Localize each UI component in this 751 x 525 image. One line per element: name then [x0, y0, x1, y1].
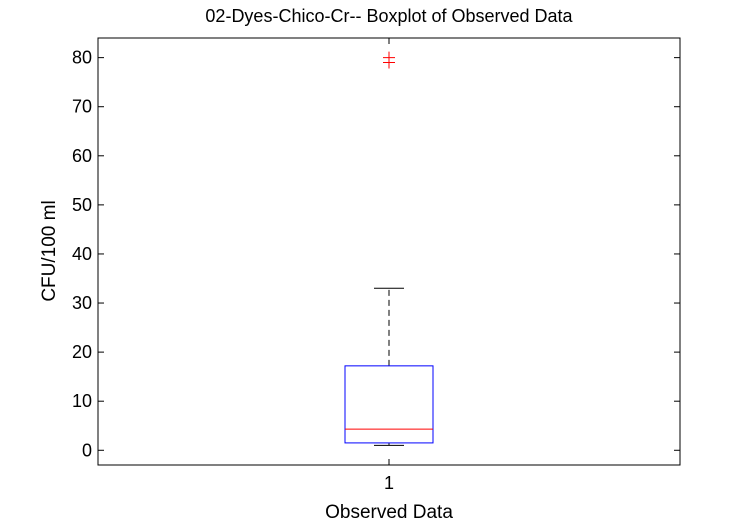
- axes-frame: [97, 37, 681, 466]
- y-tick-label: 50: [72, 195, 92, 215]
- x-axis-label: Observed Data: [325, 502, 453, 523]
- y-tick-label: 0: [82, 440, 92, 460]
- y-tick-label: 60: [72, 146, 92, 166]
- y-tick-label: 30: [72, 293, 92, 313]
- y-axis-label: CFU/100 ml: [39, 200, 60, 301]
- y-tick-label: 80: [72, 48, 92, 68]
- y-tick-label: 40: [72, 244, 92, 264]
- outlier-marker: [383, 51, 395, 64]
- y-tick-label: 70: [72, 97, 92, 117]
- chart-title: 02-Dyes-Chico-Cr-- Boxplot of Observed D…: [205, 6, 573, 26]
- y-tick-label: 20: [72, 342, 92, 362]
- y-tick-label: 10: [72, 391, 92, 411]
- iqr-box: [344, 365, 434, 444]
- x-tick-label: 1: [384, 473, 394, 493]
